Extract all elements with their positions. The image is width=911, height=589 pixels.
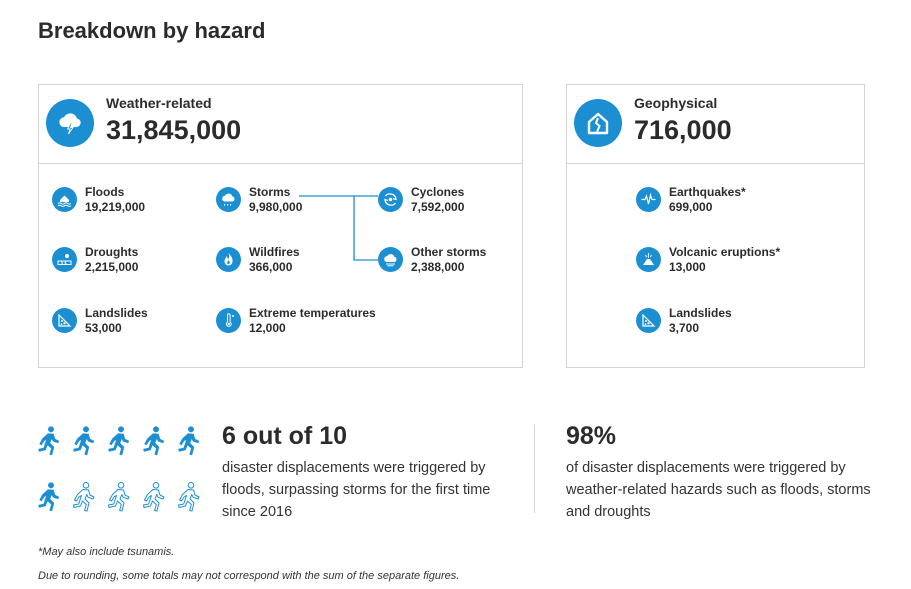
volcanic-eruptions-value: 13,000 (669, 260, 706, 274)
runner-filled-icon (36, 480, 62, 514)
landslide-icon (52, 308, 77, 333)
floods-label: Floods (85, 185, 125, 199)
cyclones-value: 7,592,000 (411, 200, 465, 214)
weather-header: Weather-related 31,845,000 (39, 85, 522, 164)
other-storms-label: Other storms (411, 245, 487, 259)
wildfires-label: Wildfires (249, 245, 300, 259)
runner-filled-icon (71, 424, 97, 458)
storm-cloud-icon (46, 99, 94, 147)
hazard-landslides: Landslides 53,000 (52, 306, 148, 336)
wildfires-value: 366,000 (249, 260, 293, 274)
weather-total: 31,845,000 (106, 115, 242, 145)
cyclone-icon (378, 187, 403, 212)
seismograph-icon (636, 187, 661, 212)
runner-filled-icon (36, 424, 62, 458)
hazard-wildfires: Wildfires 366,000 (216, 245, 300, 275)
hazard-earthquakes: Earthquakes* 699,000 (636, 185, 746, 215)
wildfire-icon (216, 247, 241, 272)
volcanic-eruptions-label: Volcanic eruptions* (669, 245, 781, 259)
floods-share-stat: 6 out of 10 disaster displacements were … (222, 422, 522, 523)
hazard-volcanic-eruptions: Volcanic eruptions* 13,000 (636, 245, 780, 275)
geo-landslides-label: Landslides (669, 306, 732, 320)
runner-filled-icon (176, 424, 202, 458)
extreme-temperatures-label: Extreme temperatures (249, 306, 376, 320)
geo-landslides-value: 3,700 (669, 321, 700, 335)
runner-outline-icon (176, 480, 202, 514)
geophysical-panel: Geophysical 716,000 (566, 84, 865, 368)
runner-filled-icon (106, 424, 132, 458)
thermometer-icon (216, 308, 241, 333)
cracked-house-icon (574, 99, 622, 147)
hazard-geo-landslides: Landslides 3,700 (636, 306, 732, 336)
hazard-storms: Storms 9,980,000 (216, 185, 302, 215)
runner-outline-icon (71, 480, 97, 514)
weather-share-stat: 98% of disaster displacements were trigg… (566, 422, 876, 523)
page-title: Breakdown by hazard (38, 18, 266, 43)
runner-pictogram (36, 424, 211, 520)
stat-divider (534, 425, 535, 513)
volcano-icon (636, 247, 661, 272)
floods-share-text: disaster displacements were triggered by… (222, 460, 491, 520)
geophysical-total: 716,000 (634, 115, 732, 145)
hazard-other-storms: Other storms 2,388,000 (378, 245, 486, 275)
weather-label: Weather-related (106, 95, 212, 111)
cyclones-label: Cyclones (411, 185, 465, 199)
other-storms-icon (378, 247, 403, 272)
flood-icon (52, 187, 77, 212)
earthquakes-value: 699,000 (669, 200, 713, 214)
earthquakes-label: Earthquakes* (669, 185, 746, 199)
droughts-value: 2,215,000 (85, 260, 139, 274)
footnote-tsunamis: *May also include tsunamis. (38, 546, 175, 558)
geophysical-header: Geophysical 716,000 (567, 85, 864, 164)
hazard-floods: Floods 19,219,000 (52, 185, 145, 215)
storms-value: 9,980,000 (249, 200, 303, 214)
other-storms-value: 2,388,000 (411, 260, 465, 274)
geophysical-label: Geophysical (634, 95, 718, 111)
weather-related-panel: Weather-related 31,845,000 (38, 84, 523, 368)
hazard-extreme-temperatures: Extreme temperatures 12,000 (216, 306, 376, 336)
landslides-value: 53,000 (85, 321, 122, 335)
runner-outline-icon (106, 480, 132, 514)
drought-icon (52, 247, 77, 272)
landslides-label: Landslides (85, 306, 148, 320)
floods-share-headline: 6 out of 10 (222, 422, 348, 450)
weather-share-text: of disaster displacements were triggered… (566, 460, 871, 520)
hazard-cyclones: Cyclones 7,592,000 (378, 185, 464, 215)
footnote-rounding: Due to rounding, some totals may not cor… (38, 570, 460, 582)
runner-outline-icon (141, 480, 167, 514)
landslide-icon (636, 308, 661, 333)
extreme-temperatures-value: 12,000 (249, 321, 286, 335)
runner-filled-icon (141, 424, 167, 458)
hazard-droughts: Droughts 2,215,000 (52, 245, 138, 275)
storms-label: Storms (249, 185, 291, 199)
droughts-label: Droughts (85, 245, 139, 259)
storm-icon (216, 187, 241, 212)
floods-value: 19,219,000 (85, 200, 146, 214)
weather-share-headline: 98% (566, 422, 617, 450)
